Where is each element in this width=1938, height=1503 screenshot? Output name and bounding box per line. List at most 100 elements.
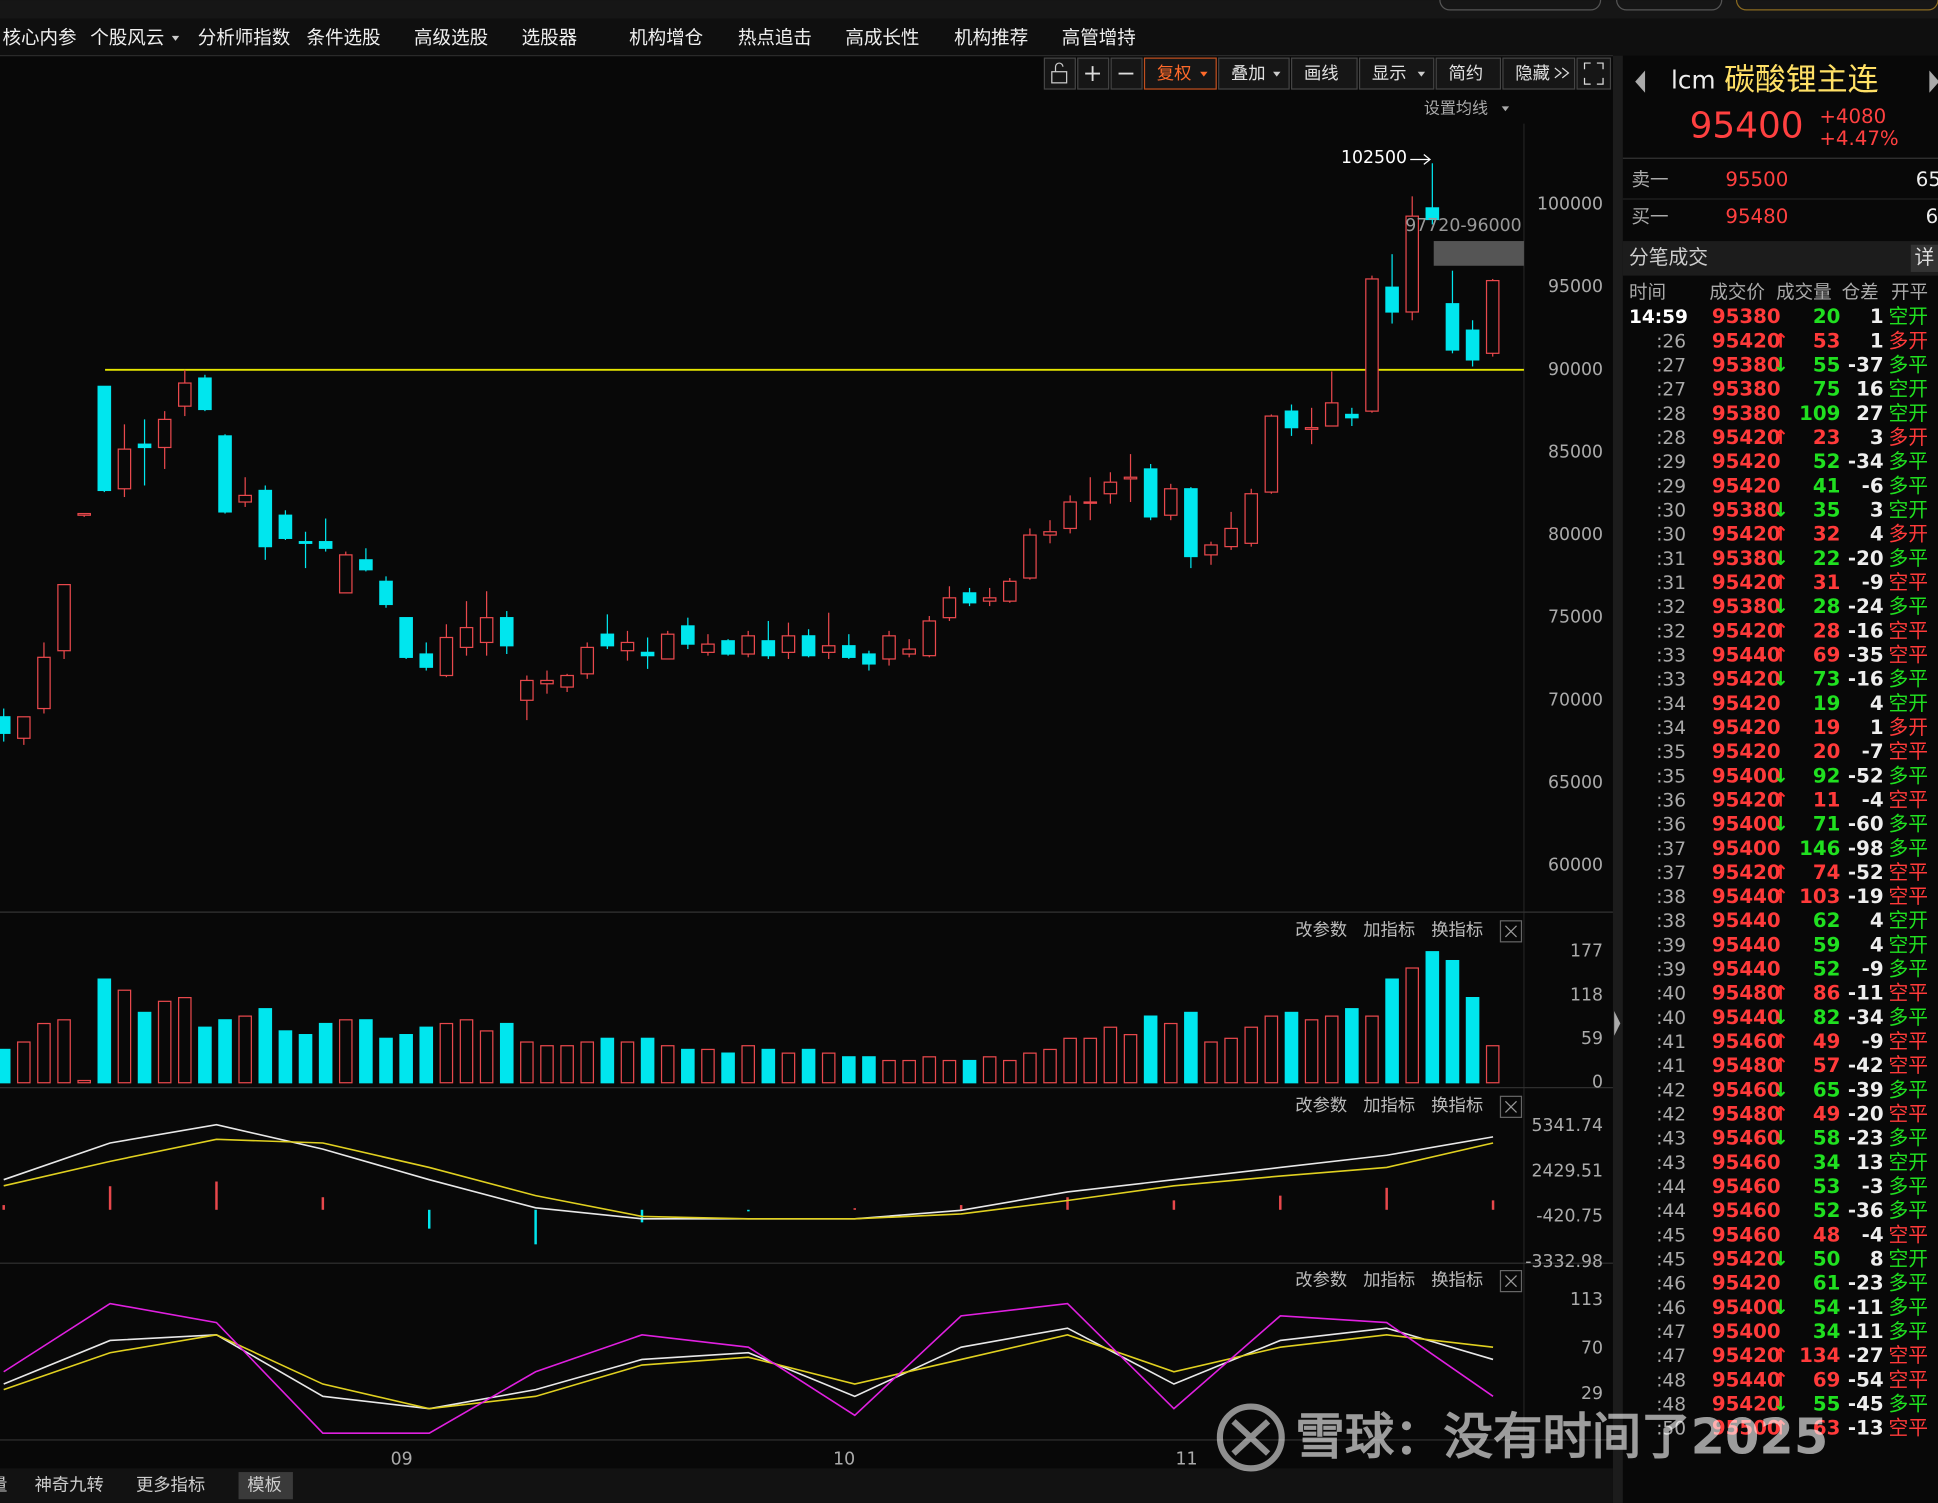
active-tab[interactable] <box>238 1472 293 1500</box>
trade-oi-change: 1 <box>1870 716 1884 739</box>
menu-item[interactable]: 个股风云 <box>90 28 164 49</box>
tool-button[interactable] <box>1502 57 1576 90</box>
menu-item[interactable]: 热点追击 <box>738 28 812 49</box>
trade-price: 95380 <box>1712 595 1781 618</box>
trade-oi-change: -9 <box>1862 571 1884 594</box>
trade-volume: 49 <box>1813 1030 1841 1053</box>
trade-arrow: ↓ <box>1772 1393 1789 1416</box>
volume-bar <box>1002 1059 1017 1084</box>
bottom-tab[interactable]: 量 <box>0 1476 7 1496</box>
column-header: 成交量 <box>1776 282 1832 303</box>
kdj-tick-label: 113 <box>1570 1290 1603 1310</box>
trade-volume: 61 <box>1813 1272 1841 1295</box>
tool-button[interactable] <box>1576 57 1612 90</box>
close-button[interactable] <box>1499 1269 1523 1293</box>
volume-bar <box>842 1056 856 1084</box>
trade-type: 空平 <box>1889 788 1929 811</box>
trade-oi-change: -9 <box>1862 958 1884 981</box>
trade-oi-change: -16 <box>1848 619 1884 642</box>
watermark-logo <box>1231 1419 1271 1456</box>
menu-item[interactable]: 高成长性 <box>845 28 919 49</box>
panel-button[interactable]: 加指标 <box>1363 1270 1415 1290</box>
menu-item[interactable]: 高管增持 <box>1062 28 1136 49</box>
toolbar-button[interactable]: 叠加 <box>1231 64 1266 84</box>
panel-button[interactable]: 换指标 <box>1431 921 1483 941</box>
trade-oi-change: -13 <box>1848 1417 1884 1440</box>
trade-time: :42 <box>1656 1105 1686 1126</box>
top-button[interactable] <box>1616 0 1723 11</box>
trade-type: 多平 <box>1889 547 1929 570</box>
panel-button[interactable]: 换指标 <box>1431 1270 1483 1290</box>
toolbar-button[interactable]: 画线 <box>1304 64 1339 84</box>
trade-time: :44 <box>1656 1201 1686 1222</box>
trade-oi-change: -11 <box>1848 1320 1884 1343</box>
lock-icon <box>1054 62 1064 72</box>
volume-bar <box>218 1019 232 1084</box>
menu-item[interactable]: 核心内参 <box>2 28 76 49</box>
trade-time: :34 <box>1656 694 1686 715</box>
toolbar-button[interactable]: 简约 <box>1449 64 1484 84</box>
splitter[interactable] <box>1612 55 1623 1503</box>
panel-button[interactable]: 加指标 <box>1363 1096 1415 1116</box>
tool-button[interactable] <box>1358 57 1435 90</box>
trade-oi-change: -23 <box>1848 1127 1884 1150</box>
tool-button[interactable] <box>1290 57 1358 90</box>
volume-bar <box>962 1059 977 1084</box>
menu-item[interactable]: 条件选股 <box>307 28 381 49</box>
dropdown-caret <box>1417 71 1426 77</box>
candle-body <box>1063 501 1077 530</box>
toolbar-button[interactable]: 显示 <box>1372 64 1407 84</box>
toolbar-button[interactable]: 复权 <box>1157 64 1192 84</box>
trade-volume: 52 <box>1813 450 1841 473</box>
panel-button[interactable]: 改参数 <box>1295 1096 1347 1116</box>
high-annotation: 102500 <box>1341 148 1407 168</box>
menu-item[interactable]: 选股器 <box>522 28 578 49</box>
trade-arrow: ↑ <box>1772 861 1789 884</box>
menu-item[interactable]: 机构增仓 <box>629 28 703 49</box>
panel-button[interactable]: 换指标 <box>1431 1096 1483 1116</box>
detail-button[interactable]: 详 <box>1915 246 1935 269</box>
close-button[interactable] <box>1499 1095 1523 1118</box>
tool-button[interactable] <box>1435 57 1502 90</box>
panel-button[interactable]: 加指标 <box>1363 921 1415 941</box>
trade-time: :47 <box>1656 1322 1686 1343</box>
volume-bar <box>459 1019 474 1084</box>
splitter-handle[interactable] <box>1614 1011 1621 1036</box>
volume-bar <box>1063 1037 1077 1084</box>
candle-body <box>982 597 997 602</box>
tool-button[interactable] <box>1043 57 1076 90</box>
toolbar-button[interactable]: 隐藏 <box>1515 64 1550 84</box>
top-button[interactable] <box>1439 0 1602 11</box>
candle-body <box>459 626 474 649</box>
close-button[interactable] <box>1499 920 1523 943</box>
candle-body <box>862 653 876 665</box>
volume-bar <box>178 997 192 1084</box>
candle-body <box>1204 544 1218 556</box>
candle-body <box>842 645 856 658</box>
panel-button[interactable]: 改参数 <box>1295 1270 1347 1290</box>
menu-item[interactable]: 机构推荐 <box>954 28 1028 49</box>
menu-item[interactable]: 高级选股 <box>414 28 488 49</box>
trade-price: 95440 <box>1712 909 1781 932</box>
trade-type: 多平 <box>1889 958 1929 981</box>
menu-item[interactable]: 分析师指数 <box>198 28 291 49</box>
prev-arrow[interactable] <box>1635 70 1646 93</box>
trade-type: 多开 <box>1889 329 1929 352</box>
trade-oi-change: -52 <box>1848 764 1884 787</box>
bottom-tab[interactable]: 模板 <box>247 1476 282 1496</box>
trade-time: :41 <box>1656 1056 1686 1077</box>
price-tick-label: 90000 <box>1548 360 1603 380</box>
trade-volume: 69 <box>1813 643 1841 666</box>
volume-bar <box>520 1041 534 1084</box>
bottom-tab[interactable]: 神奇九转 <box>35 1476 104 1496</box>
trade-arrow: ↑ <box>1772 523 1789 546</box>
macd-tick-label: 2429.51 <box>1532 1162 1604 1182</box>
next-arrow[interactable] <box>1929 70 1938 93</box>
trade-oi-change: 4 <box>1870 933 1884 956</box>
trade-volume: 69 <box>1813 1368 1841 1391</box>
trade-volume: 22 <box>1813 547 1841 570</box>
bottom-tab[interactable]: 更多指标 <box>136 1476 205 1496</box>
detail-button[interactable] <box>1910 244 1938 272</box>
panel-button[interactable]: 改参数 <box>1295 921 1347 941</box>
top-button[interactable] <box>1735 0 1938 11</box>
